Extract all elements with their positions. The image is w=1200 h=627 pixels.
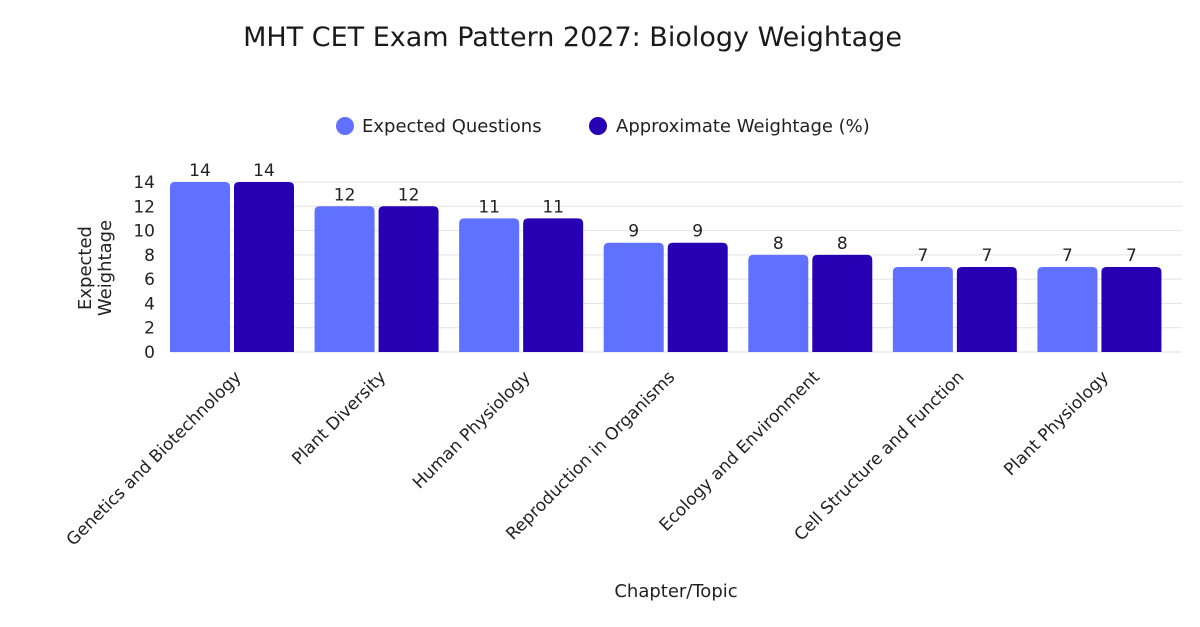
bar-value-label: 14 xyxy=(189,161,211,181)
y-axis-label-line: Expected xyxy=(75,226,96,310)
bar xyxy=(234,182,294,352)
value-labels: 14 14 12 12 11 11 9 9 8 8 7 7 7 7 xyxy=(189,161,1137,266)
bars xyxy=(170,182,1162,352)
bar xyxy=(812,254,873,352)
x-tick-label: Plant Diversity xyxy=(288,367,390,469)
y-tick-label: 0 xyxy=(144,343,155,363)
y-tick-label: 10 xyxy=(133,222,155,242)
x-axis-ticks: Genetics and Biotechnology Plant Diversit… xyxy=(63,367,1113,550)
legend-label-expected-questions: Expected Questions xyxy=(362,116,542,137)
y-tick-label: 14 xyxy=(133,173,155,193)
bar-value-label: 7 xyxy=(917,246,928,266)
y-tick-label: 4 xyxy=(144,294,155,314)
bar-value-label: 9 xyxy=(628,222,639,242)
bar xyxy=(956,267,1017,352)
legend-label-approximate-weightage: Approximate Weightage (%) xyxy=(616,116,870,137)
x-tick-label: Cell Structure and Function xyxy=(791,367,969,545)
bar xyxy=(170,182,230,352)
legend-marker-expected-questions xyxy=(336,117,354,135)
bar xyxy=(314,206,375,352)
x-tick-label: Human Physiology xyxy=(409,367,535,493)
y-tick-label: 6 xyxy=(144,270,155,290)
x-tick-label: Ecology and Environment xyxy=(656,367,824,535)
bar xyxy=(1101,267,1162,352)
bar-value-label: 8 xyxy=(773,234,784,254)
bar xyxy=(603,242,664,352)
chart-title: MHT CET Exam Pattern 2027: Biology Weigh… xyxy=(243,22,902,53)
y-axis-label: ExpectedWeightage xyxy=(75,220,116,316)
bar xyxy=(459,218,520,352)
y-tick-label: 8 xyxy=(144,246,155,266)
bar-value-label: 11 xyxy=(478,197,500,217)
x-axis-label: Chapter/Topic xyxy=(614,581,737,602)
y-axis-ticks: 0 2 4 6 8 10 12 14 xyxy=(133,173,155,363)
legend: Expected Questions Approximate Weightage… xyxy=(336,116,870,137)
y-tick-label: 12 xyxy=(133,197,155,217)
bar xyxy=(1037,267,1098,352)
y-axis-label-line: Weightage xyxy=(95,220,116,316)
bar-value-label: 12 xyxy=(334,185,356,205)
bar-value-label: 12 xyxy=(398,185,420,205)
x-tick-label: Plant Physiology xyxy=(1000,367,1113,480)
bar-value-label: 7 xyxy=(1126,246,1137,266)
bar xyxy=(748,254,809,352)
bar-value-label: 11 xyxy=(542,197,564,217)
y-tick-label: 2 xyxy=(144,319,155,339)
bar-value-label: 8 xyxy=(837,234,848,254)
bar-value-label: 14 xyxy=(253,161,275,181)
bar xyxy=(523,218,584,352)
bar-value-label: 7 xyxy=(981,246,992,266)
bar-value-label: 7 xyxy=(1062,246,1073,266)
x-tick-label: Genetics and Biotechnology xyxy=(63,367,246,550)
bar xyxy=(892,267,953,352)
bar xyxy=(378,206,439,352)
x-tick-label: Reproduction in Organisms xyxy=(502,367,679,544)
bar-value-label: 9 xyxy=(692,222,703,242)
legend-marker-approximate-weightage xyxy=(589,117,607,135)
bar xyxy=(667,242,728,352)
